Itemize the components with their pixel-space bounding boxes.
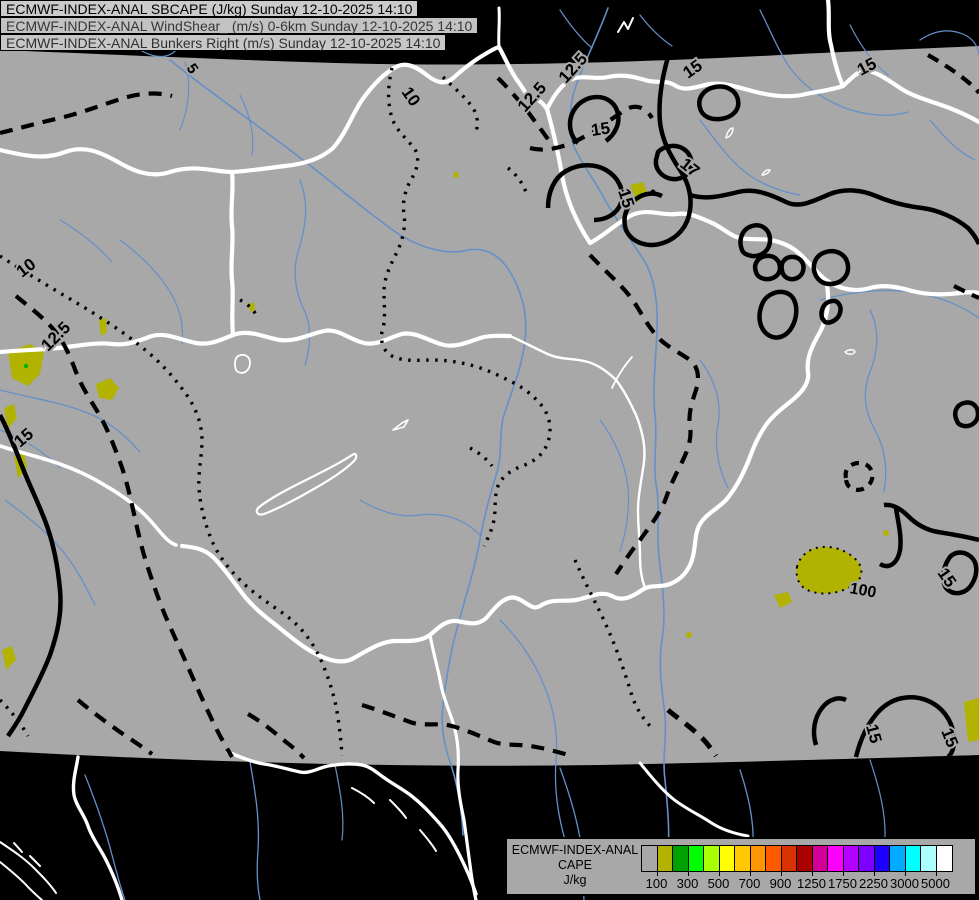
- cape-tick-mark: [687, 872, 689, 876]
- contour-10-dotted: [0, 67, 654, 757]
- cape-color-cell: [874, 846, 890, 871]
- legend-parameter: CAPE: [557, 858, 593, 872]
- cape-color-cell: [657, 846, 673, 871]
- cape-tick-mark: [842, 872, 844, 876]
- cape-color-cell: [843, 846, 859, 871]
- lake-ferto-outline: [234, 353, 251, 374]
- cape-color-cell: [812, 846, 828, 871]
- cape-color-cell: [673, 846, 689, 871]
- model-domain-land: [0, 46, 979, 766]
- title-bunkers-right: ECMWF-INDEX-ANAL Bunkers Right (m/s) Sun…: [0, 34, 447, 51]
- lake-balaton-outline: [255, 452, 358, 516]
- cape-color-cell: [936, 846, 952, 871]
- cape-tick-label: 900: [769, 876, 792, 891]
- cape-color-cell: [719, 846, 735, 871]
- cape-color-cell: [766, 846, 782, 871]
- cape-tick-mark: [656, 872, 658, 876]
- cape-color-cell: [688, 846, 704, 871]
- cape-patches: [2, 172, 979, 742]
- title-sbcape: ECMWF-INDEX-ANAL SBCAPE (J/kg) Sunday 12…: [0, 0, 419, 17]
- cape-tick-label: 3000: [890, 876, 919, 891]
- cape-tick-label: 700: [738, 876, 761, 891]
- title-windshear: ECMWF-INDEX-ANAL WindShear_ (m/s) 0-6km …: [0, 17, 479, 34]
- cape-tick-label: 500: [707, 876, 730, 891]
- cape-tick-mark: [749, 872, 751, 876]
- legend-text-block: ECMWF-INDEX-ANAL CAPE J/kg: [509, 843, 641, 888]
- cape-color-cell: [750, 846, 766, 871]
- cape-tick-mark: [904, 872, 906, 876]
- cape-tick-label: 300: [676, 876, 699, 891]
- cape-legend: ECMWF-INDEX-ANAL CAPE J/kg 100 300 500 700 9…: [505, 837, 977, 896]
- legend-units: J/kg: [563, 873, 587, 887]
- cape-tick-mark: [718, 872, 720, 876]
- cape-tick-label: 1250: [797, 876, 826, 891]
- lake-velence-outline: [392, 419, 409, 431]
- cape-color-cell: [781, 846, 797, 871]
- contour-12p5-dashed: [0, 53, 979, 760]
- cape-color-cell: [735, 846, 751, 871]
- cape-colorbar: [641, 845, 953, 872]
- cape-color-cell: [797, 846, 813, 871]
- cape-tick-label: 2250: [859, 876, 888, 891]
- cape-tick-label: 1750: [828, 876, 857, 891]
- cape-tick-mark: [811, 872, 813, 876]
- windshear-contours: [0, 53, 979, 760]
- cape-color-cell: [905, 846, 921, 871]
- cape-color-cell: [921, 846, 937, 871]
- cape-tick-mark: [780, 872, 782, 876]
- legend-model-name: ECMWF-INDEX-ANAL: [511, 843, 639, 857]
- contour-15-17-solid: [0, 56, 979, 759]
- contour-label-15: 15: [590, 119, 611, 140]
- cape-tick-label: 100: [645, 876, 668, 891]
- cape-color-cell: [859, 846, 875, 871]
- cape-color-cell: [642, 846, 658, 871]
- cape-color-cell: [828, 846, 844, 871]
- lake-tisza-outline: [611, 356, 633, 389]
- cape-color-cell: [704, 846, 720, 871]
- cape-tick-label: 5000: [921, 876, 950, 891]
- cape-tick-mark: [935, 872, 937, 876]
- cape-tick-mark: [873, 872, 875, 876]
- coastlines-and-lakes: [0, 17, 856, 900]
- cape-color-cell: [890, 846, 906, 871]
